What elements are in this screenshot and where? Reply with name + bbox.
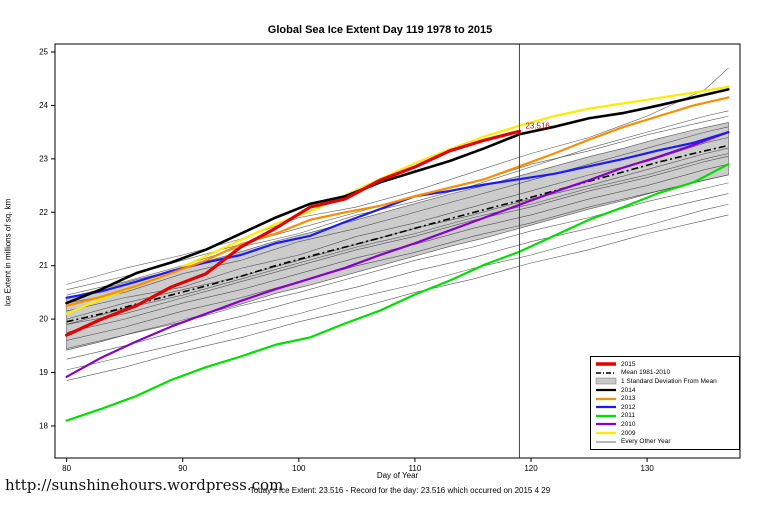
series-line-other-year-11 [66,214,729,381]
legend-label: Every Other Year [621,438,671,446]
legend-item-2011: 2011 [595,412,735,421]
y-tick-label: 24 [39,101,48,110]
legend-item-1-standard-deviation-from-mean: 1 Standard Deviation From Mean [595,377,735,386]
legend-box: 2015 Mean 1981-2010 1 Standard Deviation F… [590,356,740,450]
x-tick-label: 100 [292,464,306,473]
series-line-2010 [65,131,730,378]
series-line-other-year-2 [66,126,729,304]
legend-swatch [596,431,616,435]
legend-swatch [596,406,616,409]
series-line-other-year-0 [66,67,729,285]
y-tick-label: 20 [39,315,48,324]
series-line-2015 [65,129,522,337]
legend-swatch [596,388,616,392]
series-line-2011 [65,163,730,422]
legend-item-2012: 2012 [595,403,735,412]
legend-label: Mean 1981-2010 [621,369,671,377]
legend-item-2014: 2014 [595,386,735,395]
site-link[interactable]: http://sunshinehours.wordpress.com [5,476,284,494]
legend-label: 2013 [621,395,636,403]
x-tick-label: 110 [409,464,422,473]
y-tick-label: 18 [39,421,48,430]
y-tick-label: 25 [39,48,48,57]
series-line-2013 [65,96,730,307]
series-line-other-year-7 [66,174,729,341]
today-caption: Today's Ice Extent: 23.516 - Record for … [249,486,551,495]
x-tick-label: 80 [62,464,71,473]
legend-swatch [596,423,616,426]
series-line-2014 [65,88,730,305]
legend-swatch [596,362,616,367]
legend-item-every-other-year: Every Other Year [595,437,735,446]
legend-swatch [595,378,617,385]
y-tick-label: 21 [39,261,48,270]
series-line-other-year-3 [66,137,729,312]
y-tick-label: 22 [39,208,48,217]
chart-title: Global Sea Ice Extent Day 119 1978 to 20… [267,24,493,36]
legend-swatch [596,441,616,443]
series-line-other-year-13 [66,153,729,325]
legend-item-mean-1981-2010: Mean 1981-2010 [595,369,735,378]
legend-item-2010: 2010 [595,420,735,429]
series-line-other-year-5 [66,155,729,325]
legend-label: 2012 [621,403,636,411]
y-tick-label: 23 [39,154,48,163]
legend-item-2013: 2013 [595,394,735,403]
legend-label: 2009 [621,429,636,437]
value-annotation: 23.516 [525,121,550,130]
series-line-other-year-10 [66,203,729,371]
legend-swatch [596,414,616,417]
x-tick-label: 120 [524,464,538,473]
legend-label: 2010 [621,420,636,428]
legend-label: 1 Standard Deviation From Mean [621,377,717,385]
legend-label: 2011 [621,412,635,420]
legend-swatch [596,372,616,374]
legend-swatch [596,397,616,400]
legend-label: 2014 [621,386,636,394]
x-tick-label: 130 [640,464,654,473]
x-tick-label: 90 [178,464,187,473]
series-line-mean [66,144,729,323]
y-tick-label: 19 [39,368,48,377]
legend-label: 2015 [621,360,636,368]
legend-item-2009: 2009 [595,429,735,438]
series-line-2012 [65,131,730,299]
series-line-other-year-9 [66,193,729,360]
plot-frame [54,43,741,459]
legend-item-2015: 2015 [595,360,735,369]
x-axis-label: Day of Year [376,471,419,480]
